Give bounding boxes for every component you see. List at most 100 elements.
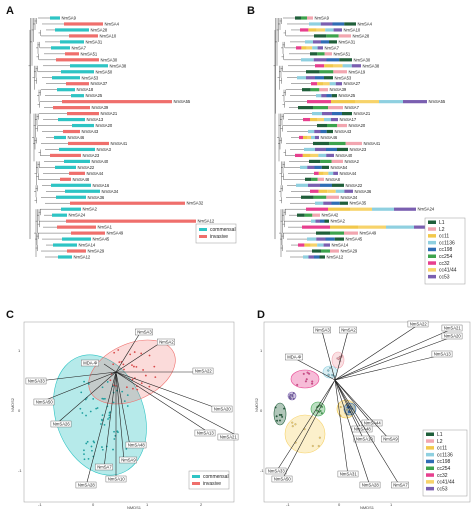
point-commensal (112, 448, 114, 451)
legend-b-swatch (428, 274, 436, 279)
tree-b-label: NmSA36 (355, 189, 372, 194)
tree-b-label: NmSA9 (315, 16, 330, 21)
point-commensal (106, 381, 109, 383)
tree-a-label: NmSA12 (74, 255, 91, 260)
ord-d-vector-label: NmSA3 (315, 328, 330, 333)
point-commensal (85, 442, 88, 445)
cluster-point (291, 421, 294, 424)
tree-a-bar (66, 219, 196, 223)
legend-commensal: commensal (210, 227, 236, 233)
xtick-d-1: 0 (338, 502, 341, 507)
ord-c-vector-label: MDA-Φ (83, 361, 98, 366)
point-invasive (133, 365, 135, 368)
point-commensal (123, 400, 126, 403)
tree-b-bar-seg (342, 112, 352, 116)
point-invasive (109, 379, 112, 382)
cluster-point (329, 366, 332, 369)
tree-b-bar-seg (333, 171, 338, 175)
point-commensal (126, 405, 129, 407)
cluster-point (321, 405, 324, 408)
ord-d-arrow (321, 330, 336, 381)
legend-d-item: cc1136 (437, 452, 453, 458)
tree-a-label: NmSA43 (82, 129, 99, 134)
tree-a-bar (52, 213, 67, 217)
tree-a-bar (60, 40, 84, 44)
tree-b-bar-seg (314, 34, 327, 38)
ord-d-arrow (334, 379, 373, 425)
tree-b-bar-seg (328, 106, 343, 110)
tree-b-bar-seg (317, 243, 324, 247)
tree-a-label: NmSA1 (98, 225, 113, 230)
tree-b-bar-seg (330, 249, 339, 253)
point-invasive (118, 361, 121, 364)
tree-b-bar-seg (320, 159, 332, 163)
tree-b-bar-seg (303, 135, 307, 140)
tree-b-bar-seg (309, 22, 321, 26)
tree-b-bar-seg (355, 100, 379, 104)
legend-b-item: L2 (439, 227, 445, 233)
tree-b-bar-seg (332, 112, 342, 116)
tree-b-bar-seg (297, 76, 306, 80)
tree-a-label: NmSA48 (73, 177, 90, 182)
ord-d-vector-label: NmSA20 (444, 334, 461, 339)
tree-b-bar-seg (305, 40, 313, 44)
ord-c-arrow (115, 332, 141, 373)
tree-b-label: NmSA49 (360, 231, 377, 236)
legend-d-swatch (426, 452, 434, 457)
cluster-ellipse (284, 414, 326, 454)
tree-a-bar (51, 46, 70, 50)
point-invasive (125, 386, 128, 389)
cluster-point (296, 383, 299, 386)
tree-b-bar-seg (320, 183, 332, 187)
ord-c-arrow (115, 371, 206, 431)
tree-a-bar (64, 22, 103, 26)
tree-b-bar-seg (304, 147, 315, 152)
axis-x-label-c: NMDS1 (127, 505, 142, 510)
tree-b-bar-seg (326, 58, 340, 62)
tree-b-bar-seg (313, 106, 328, 110)
cluster-point (327, 369, 330, 372)
tree-b-bar-seg (335, 82, 342, 86)
legend-d-item: cc53 (437, 486, 448, 492)
tree-b-bar-seg (306, 207, 328, 211)
tree-a-label: NmSA21 (101, 111, 118, 116)
tree-a-bar (65, 52, 79, 56)
point-invasive (154, 376, 157, 379)
tree-b-bar-seg (320, 219, 325, 223)
point-commensal (101, 448, 104, 451)
tree-a-label: NmSA22 (78, 165, 95, 170)
cluster-point (311, 382, 314, 385)
tree-b-bar-seg (316, 237, 326, 241)
tree-b-bar-seg (315, 201, 324, 205)
tree-b-bar-seg (317, 46, 323, 50)
legend-b-item: cc198 (439, 247, 453, 253)
tree-b-bar-seg (351, 64, 361, 68)
ord-c-arrow (115, 342, 161, 373)
tree-b-bar-seg (329, 40, 337, 44)
ord-d-tag-box (265, 467, 287, 475)
tree-b-bar-seg (307, 165, 315, 169)
tree-b-bar-seg (319, 88, 328, 92)
legend-d-item: cc32 (437, 473, 448, 479)
point-invasive (117, 349, 120, 351)
tree-b-bar-seg (321, 165, 329, 169)
tree-a-bar (61, 207, 81, 211)
tree-b-bar-seg (315, 135, 319, 140)
ord-d-vector-label: NmSA10 (356, 437, 373, 442)
legend-d-swatch (426, 459, 434, 464)
legend-b-swatch (428, 254, 436, 258)
cluster-point (302, 372, 305, 375)
tree-b-label: NmSA24 (418, 207, 435, 212)
ord-c-vector-label: NmSA9 (121, 458, 136, 463)
tree-b-bar-seg (302, 225, 330, 229)
tree-b-label: NmSA53 (335, 75, 352, 80)
tree-b-bar-seg (337, 123, 347, 128)
tree-b-bar-seg (321, 40, 329, 44)
tree-a-label: NmSA44 (87, 171, 104, 176)
tree-a-label: NmSA3 (97, 147, 112, 152)
cluster-point (304, 380, 307, 383)
tree-b-label: NmSA25 (339, 93, 356, 98)
ord-d-arrow (334, 379, 349, 476)
tree-b-bar-seg (301, 195, 314, 199)
